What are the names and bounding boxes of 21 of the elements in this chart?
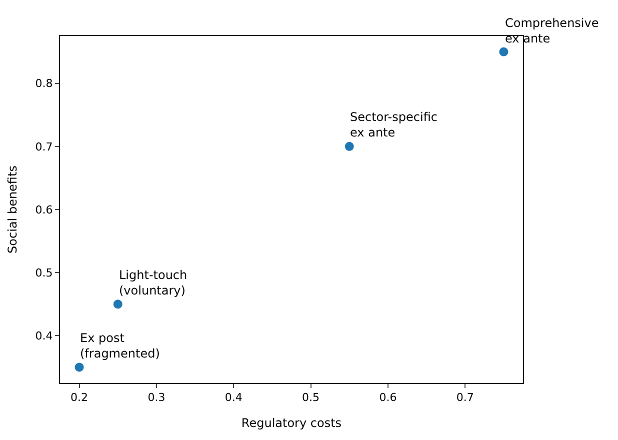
y-tick-label: 0.5 xyxy=(35,266,53,280)
x-tick-label: 0.2 xyxy=(70,391,88,404)
point xyxy=(499,47,508,56)
y-axis-title: Social benefits xyxy=(6,166,20,254)
y-tick-label: 0.8 xyxy=(35,77,53,90)
point xyxy=(113,300,122,309)
x-tick-label: 0.4 xyxy=(224,391,242,404)
annotation: Light-touch (voluntary) xyxy=(119,268,188,298)
point xyxy=(74,362,84,372)
y-tick-label: 0.7 xyxy=(35,140,53,154)
x-axis-title: Regulatory costs xyxy=(241,416,342,430)
point xyxy=(344,142,354,151)
x-tick-label: 0.5 xyxy=(302,391,320,404)
x-tick-label: 0.7 xyxy=(456,391,474,404)
x-tick-label: 0.6 xyxy=(379,391,397,404)
annotation: Ex post (fragmented) xyxy=(80,331,160,361)
annotation: Comprehensive ex ante xyxy=(505,16,599,46)
y-tick-label: 0.4 xyxy=(35,330,53,343)
x-tick-label: 0.3 xyxy=(148,391,166,404)
y-tick-label: 0.6 xyxy=(35,203,53,216)
annotation: Sector-specific ex ante xyxy=(350,110,438,140)
